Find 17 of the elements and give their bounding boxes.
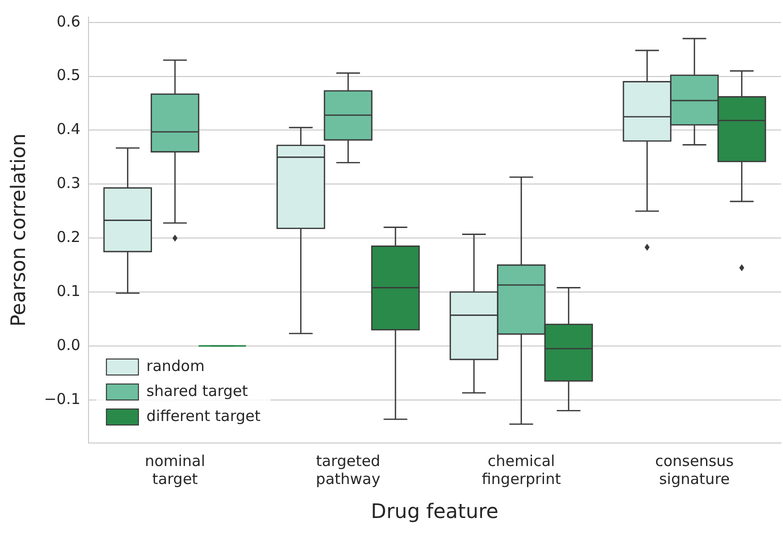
y-tick-label: −0.1 [44,390,80,408]
x-tick-label: chemical fingerprint [482,452,561,488]
y-tick-label: 0.2 [56,228,80,246]
x-tick-label: nominal target [144,452,206,488]
legend-label: shared target [146,382,248,400]
y-tick-label: 0.6 [56,12,80,30]
y-tick-label: 0.3 [56,174,80,192]
y-axis-title: Pearson correlation [6,133,30,327]
legend-label: random [146,356,205,375]
legend-label: different target [146,406,261,425]
y-tick-label: 0.5 [56,66,80,84]
y-tick-label: 0.4 [56,120,80,138]
y-tick-label: 0.0 [56,336,80,354]
x-tick-label: targeted pathway [316,452,380,488]
x-axis-title: Drug feature [370,499,498,524]
x-tick-label: consensus signature [655,452,734,488]
y-tick-label: 0.1 [56,282,80,300]
